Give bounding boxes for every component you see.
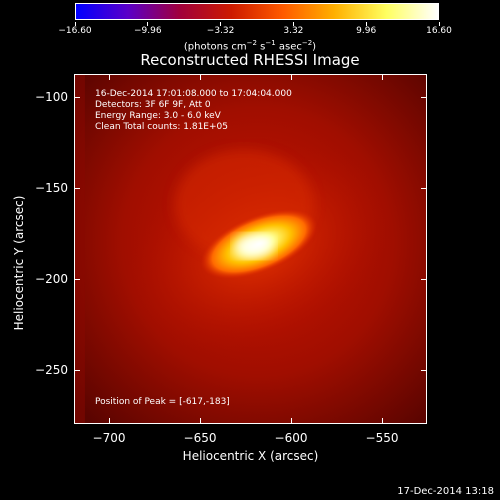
peak-position-label: Position of Peak = [-617,-183] — [95, 397, 230, 407]
y-axis-label: Heliocentric Y (arcsec) — [12, 195, 26, 331]
image-plot[interactable]: 16-Dec-2014 17:01:08.000 to 17:04:04.000… — [74, 74, 427, 424]
y-tick — [74, 188, 80, 189]
x-tick-label: −550 — [365, 431, 399, 445]
y-tick-label: −200 — [35, 272, 68, 286]
colorbar-tick-label: −16.60 — [58, 26, 92, 36]
y-tick-label: −150 — [35, 181, 68, 195]
y-tick — [74, 279, 80, 280]
x-tick — [382, 74, 383, 80]
x-tick-label: −700 — [92, 431, 126, 445]
timestamp: 17-Dec-2014 13:18 — [397, 486, 494, 497]
colorbar-tick-label: 9.96 — [356, 26, 377, 36]
y-tick — [74, 370, 80, 371]
colorbar-tick — [365, 22, 367, 26]
colorbar — [75, 3, 439, 20]
x-tick — [200, 418, 201, 424]
y-tick — [421, 188, 427, 189]
time-range-label: 16-Dec-2014 17:01:08.000 to 17:04:04.000 — [95, 89, 292, 99]
y-tick — [74, 97, 80, 98]
x-tick-label: −650 — [183, 431, 217, 445]
x-tick — [382, 418, 383, 424]
colorbar-tick-label: −3.32 — [206, 26, 235, 36]
colorbar-tick — [292, 22, 294, 26]
colorbar-tick — [438, 22, 440, 26]
x-tick-label: −600 — [274, 431, 308, 445]
x-axis-label: Heliocentric X (arcsec) — [182, 449, 319, 463]
colorbar-tick — [74, 22, 76, 26]
x-tick — [291, 418, 292, 424]
y-tick-label: −100 — [35, 90, 68, 104]
method-counts-label: Clean Total counts: 1.81E+05 — [95, 122, 228, 132]
y-tick — [421, 97, 427, 98]
colorbar-tick-label: 16.60 — [426, 26, 452, 36]
y-tick — [421, 279, 427, 280]
energy-range-label: Energy Range: 3.0 - 6.0 keV — [95, 111, 221, 121]
x-tick — [200, 74, 201, 80]
detectors-label: Detectors: 3F 6F 9F, Att 0 — [95, 100, 211, 110]
y-tick-label: −250 — [35, 363, 68, 377]
y-tick — [421, 370, 427, 371]
x-tick — [109, 74, 110, 80]
colorbar-tick — [220, 22, 222, 26]
colorbar-tick-label: 3.32 — [283, 26, 304, 36]
rhessi-image — [75, 75, 426, 423]
x-tick — [109, 418, 110, 424]
colorbar-tick — [147, 22, 149, 26]
plot-title: Reconstructed RHESSI Image — [140, 51, 360, 69]
colorbar-tick-label: −9.96 — [134, 26, 162, 36]
colorbar-units: (photons cm−2 s−1 asec−2) — [183, 39, 317, 53]
x-tick — [291, 74, 292, 80]
